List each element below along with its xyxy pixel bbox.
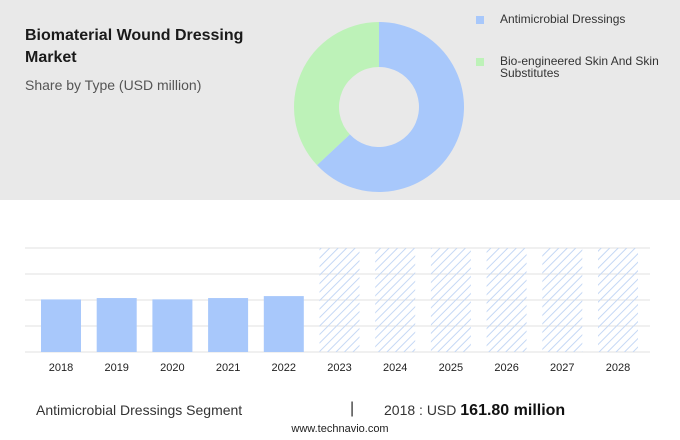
segment-divider: | bbox=[350, 400, 355, 417]
x-tick-label: 2024 bbox=[383, 362, 407, 374]
segment-summary: Antimicrobial Dressings Segment | 2018 :… bbox=[0, 392, 680, 430]
x-tick-label: 2023 bbox=[327, 362, 351, 374]
x-tick-label: 2019 bbox=[104, 362, 128, 374]
legend-swatch-bioengineered bbox=[476, 58, 484, 66]
donut-slice-1 bbox=[294, 22, 379, 166]
forecast-bar-2026 bbox=[486, 248, 527, 352]
legend-swatch-antimicrobial bbox=[476, 16, 484, 24]
page-subtitle: Share by Type (USD million) bbox=[25, 77, 202, 93]
bar-2022 bbox=[263, 296, 304, 352]
x-tick-label: 2025 bbox=[439, 362, 463, 374]
x-tick-label: 2020 bbox=[160, 362, 184, 374]
legend-label-bioengineered: Bio-engineered Skin And Skin Substitutes bbox=[500, 54, 659, 80]
bar-2019 bbox=[96, 298, 137, 352]
donut-slice-0 bbox=[317, 22, 464, 192]
x-tick-label: 2028 bbox=[606, 362, 630, 374]
x-tick-label: 2027 bbox=[550, 362, 574, 374]
legend-label-antimicrobial: Antimicrobial Dressings bbox=[500, 12, 626, 26]
bar-2018 bbox=[41, 299, 81, 352]
legend-item-antimicrobial: Antimicrobial Dressings bbox=[470, 13, 675, 25]
forecast-bar-2027 bbox=[542, 248, 583, 352]
x-tick-label: 2018 bbox=[49, 362, 73, 374]
x-tick-label: 2026 bbox=[494, 362, 518, 374]
legend-item-bioengineered: Bio-engineered Skin And Skin Substitutes bbox=[470, 55, 675, 79]
x-tick-label: 2022 bbox=[272, 362, 296, 374]
forecast-bar-2023 bbox=[319, 248, 360, 352]
segment-value-amount: 161.80 million bbox=[460, 402, 566, 419]
segment-value: 2018 : USD 161.80 million bbox=[384, 402, 565, 420]
x-tick-label: 2021 bbox=[216, 362, 240, 374]
bar-2021 bbox=[208, 298, 249, 352]
forecast-bar-2028 bbox=[598, 248, 638, 352]
page-title: Biomaterial Wound Dressing Market bbox=[25, 27, 244, 66]
website-link[interactable]: www.technavio.com bbox=[291, 423, 389, 435]
bar-chart: 2018 2019 2020 2021 2022 2023 2024 2025 2026 2027… bbox=[25, 247, 650, 374]
legend: Antimicrobial Dressings Bio-engineered S… bbox=[470, 10, 675, 79]
forecast-bar-2024 bbox=[375, 248, 416, 352]
bar-2020 bbox=[152, 299, 193, 352]
donut-chart bbox=[294, 22, 464, 192]
segment-year-prefix: 2018 : USD bbox=[384, 402, 457, 418]
segment-name: Antimicrobial Dressings Segment bbox=[36, 402, 243, 418]
forecast-bar-2025 bbox=[430, 248, 471, 352]
